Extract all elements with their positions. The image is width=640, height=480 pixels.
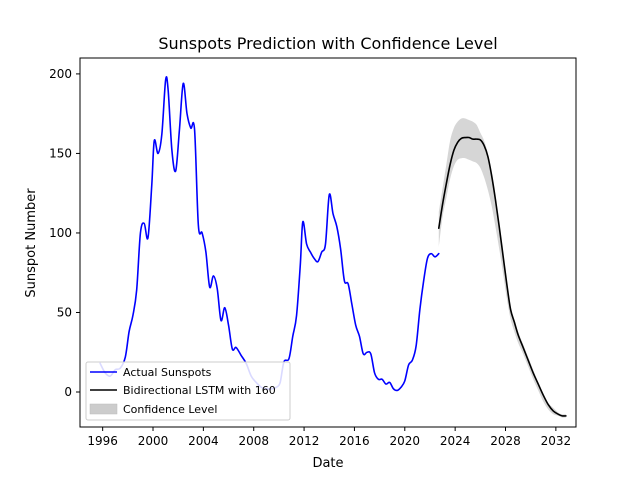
legend: Actual Sunspots Bidirectional LSTM with … <box>85 361 291 421</box>
y-tick-label: 100 <box>49 226 72 240</box>
y-tick-label: 0 <box>64 385 72 399</box>
y-tick-label: 150 <box>49 146 72 160</box>
y-tick-label: 50 <box>57 305 72 319</box>
x-tick-label: 2020 <box>390 434 421 448</box>
legend-swatch-confidence <box>89 403 118 415</box>
legend-box <box>85 361 291 421</box>
y-axis-label: Sunspot Number <box>24 188 39 298</box>
x-tick-label: 2004 <box>188 434 219 448</box>
y-tick-label: 200 <box>49 67 72 81</box>
x-tick-label: 2008 <box>238 434 269 448</box>
x-tick-label: 2016 <box>339 434 370 448</box>
x-tick-label: 2032 <box>541 434 572 448</box>
x-tick-label: 1996 <box>87 434 118 448</box>
x-tick-label: 2000 <box>138 434 169 448</box>
y-axis-ticks: 0 50 100 150 200 <box>49 67 80 399</box>
legend-label-confidence: Confidence Level <box>123 403 217 416</box>
lstm-prediction-line <box>437 136 567 417</box>
confidence-band-layer <box>438 118 566 418</box>
x-axis-ticks: 1996 2000 2004 2008 2012 2016 2020 2024 2028 2032 <box>87 427 571 448</box>
confidence-band <box>438 118 566 418</box>
plot-frame <box>79 57 577 428</box>
x-tick-label: 2024 <box>440 434 471 448</box>
x-tick-label: 2028 <box>490 434 521 448</box>
x-tick-label: 2012 <box>289 434 320 448</box>
legend-label-lstm: Bidirectional LSTM with 160 <box>123 384 276 397</box>
legend-label-actual: Actual Sunspots <box>123 366 212 379</box>
chart-title: Sunspots Prediction with Confidence Leve… <box>158 34 497 53</box>
x-axis-label: Date <box>312 456 343 471</box>
